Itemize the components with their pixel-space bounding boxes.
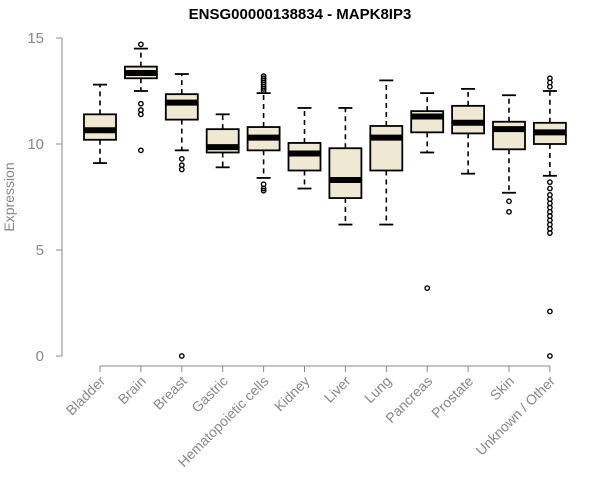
outlier-point [137,147,144,154]
outlier-point [424,285,431,292]
x-tick-label: Prostate [428,373,476,421]
outlier-point [137,100,144,107]
x-tick-label: Breast [150,373,190,413]
outlier-point [178,166,185,173]
y-tick-label: 0 [36,348,44,365]
outlier-point [547,353,553,359]
x-tick-label: Skin [487,373,518,404]
outlier-point [178,353,185,359]
box-iqr [451,104,486,135]
chart-title: ENSG00000138834 - MAPK8IP3 [188,6,412,23]
box-iqr [83,113,117,141]
box-iqr [287,142,322,172]
outlier-point [260,85,267,92]
box-iqr [369,125,404,172]
outlier-point [547,308,553,315]
outlier-point [547,179,553,186]
x-tick-label: Lung [361,373,394,406]
x-tick-label: Bladder [63,373,109,419]
y-tick-label: 10 [27,136,44,153]
outlier-point [260,187,267,194]
outlier-point [506,198,512,205]
box-iqr [164,93,199,121]
box-iqr [492,120,526,151]
outlier-point [137,41,144,48]
outlier-point [506,208,512,215]
x-tick-label: Brain [115,373,149,407]
outlier-point [260,185,267,192]
outlier-point [547,83,553,90]
x-tick-label: Liver [321,373,354,406]
x-tick-label: Kidney [271,373,313,415]
outlier-point [178,155,185,162]
y-tick-label: 15 [27,30,44,47]
box-iqr [328,147,363,199]
y-axis-label: Expression [1,162,17,231]
outlier-point [260,88,267,94]
outlier-point [547,185,553,192]
outlier-point [547,230,553,236]
outlier-point [137,111,144,118]
y-tick-label: 5 [36,242,44,259]
